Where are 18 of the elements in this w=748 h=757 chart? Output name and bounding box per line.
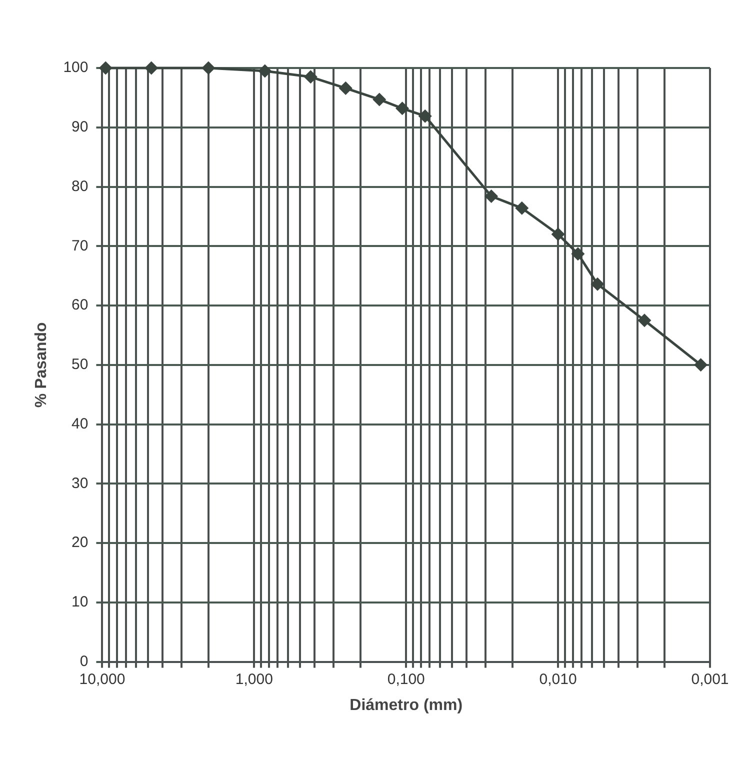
y-tick-label: 100 xyxy=(63,59,88,76)
y-tick-label: 0 xyxy=(80,652,88,670)
y-tick-label: 60 xyxy=(72,296,88,314)
y-tick-label: 10 xyxy=(72,594,88,611)
x-axis-title: Diámetro (mm) xyxy=(350,696,463,714)
y-tick-label: 40 xyxy=(72,415,88,432)
y-tick-label: 30 xyxy=(72,474,88,492)
x-tick-label: 0,100 xyxy=(387,670,425,688)
x-tick-label: 0,010 xyxy=(539,670,577,688)
y-tick-label: 70 xyxy=(72,237,88,254)
y-tick-label: 50 xyxy=(72,356,88,374)
x-tick-label: 1,000 xyxy=(235,670,273,688)
y-axis-title: % Pasando xyxy=(33,322,50,408)
x-tick-label: 0,001 xyxy=(691,670,729,688)
x-tick-label: 10,000 xyxy=(79,670,126,688)
y-tick-label: 80 xyxy=(72,178,88,195)
y-tick-label: 90 xyxy=(72,118,88,136)
y-tick-label: 20 xyxy=(72,534,88,552)
